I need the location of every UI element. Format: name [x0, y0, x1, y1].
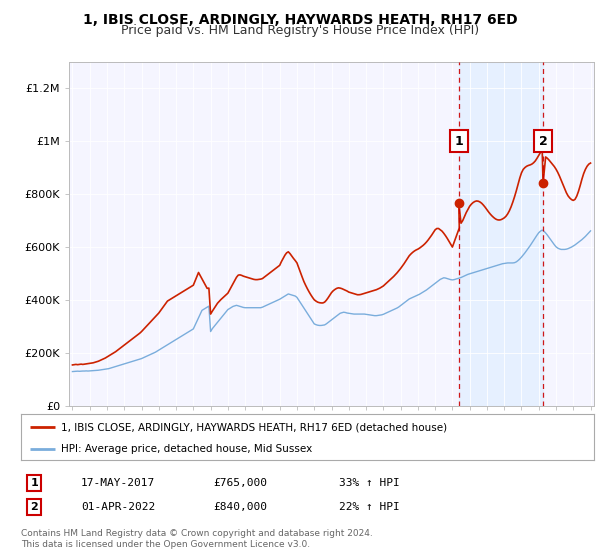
Text: 1: 1: [31, 478, 38, 488]
Text: 1, IBIS CLOSE, ARDINGLY, HAYWARDS HEATH, RH17 6ED (detached house): 1, IBIS CLOSE, ARDINGLY, HAYWARDS HEATH,…: [61, 422, 447, 432]
Text: 17-MAY-2017: 17-MAY-2017: [81, 478, 155, 488]
Text: HPI: Average price, detached house, Mid Sussex: HPI: Average price, detached house, Mid …: [61, 444, 313, 454]
Text: 2: 2: [539, 134, 547, 148]
Text: £765,000: £765,000: [213, 478, 267, 488]
Bar: [459, 62, 543, 406]
Text: 1, IBIS CLOSE, ARDINGLY, HAYWARDS HEATH, RH17 6ED: 1, IBIS CLOSE, ARDINGLY, HAYWARDS HEATH,…: [83, 13, 517, 27]
Text: 33% ↑ HPI: 33% ↑ HPI: [339, 478, 400, 488]
Text: £840,000: £840,000: [213, 502, 267, 512]
Text: Price paid vs. HM Land Registry's House Price Index (HPI): Price paid vs. HM Land Registry's House …: [121, 24, 479, 36]
Text: 01-APR-2022: 01-APR-2022: [81, 502, 155, 512]
Text: 1: 1: [454, 134, 463, 148]
Text: 22% ↑ HPI: 22% ↑ HPI: [339, 502, 400, 512]
Text: Contains HM Land Registry data © Crown copyright and database right 2024.
This d: Contains HM Land Registry data © Crown c…: [21, 529, 373, 549]
Text: 2: 2: [31, 502, 38, 512]
